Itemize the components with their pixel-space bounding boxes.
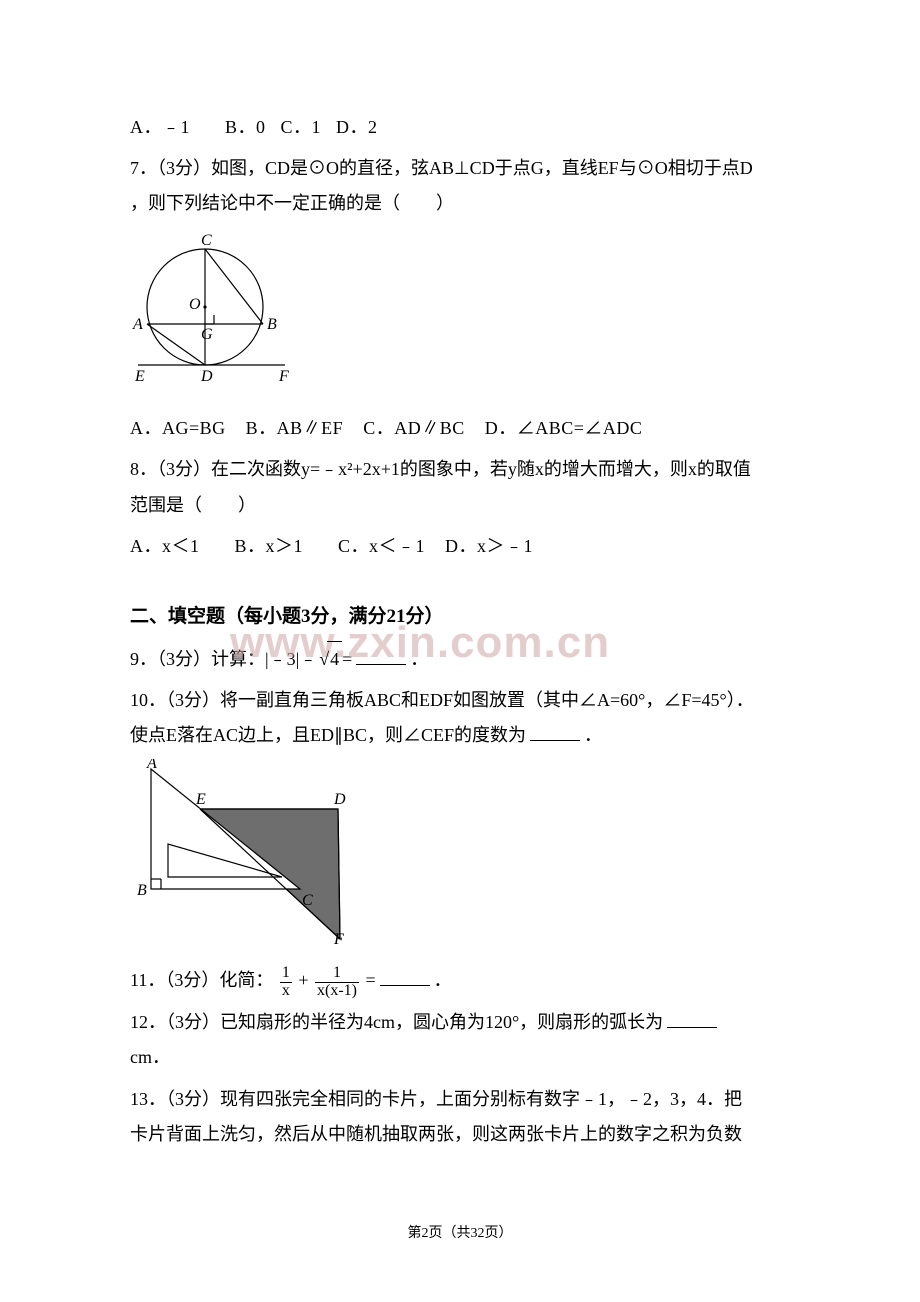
q6-optD: D．2: [336, 117, 378, 137]
q11-f1den: x: [280, 983, 292, 1000]
q7-optC: C．AD∥BC: [363, 418, 465, 438]
svg-text:C: C: [201, 232, 212, 249]
blank: [356, 645, 406, 665]
q8-optD: D．x＞﹣1: [445, 536, 533, 556]
svg-text:F: F: [333, 931, 344, 948]
q8-stem-l1: 8．（3分）在二次函数y=﹣x²+2x+1的图象中，若y随x的增大而增大，则x的…: [130, 452, 805, 487]
q7-stem-l1: 7．（3分）如图，CD是⊙O的直径，弦AB⊥CD于点G，直线EF与⊙O相切于点D: [130, 151, 805, 186]
q11-f2num: 1: [315, 965, 359, 983]
q8-optB: B．x＞1: [235, 536, 304, 556]
svg-text:G: G: [201, 326, 213, 343]
svg-text:E: E: [134, 368, 145, 385]
svg-text:A: A: [146, 759, 157, 772]
section2-title: 二、填空题（每小题3分，满分21分）: [130, 598, 805, 635]
q7-optB: B．AB∥EF: [246, 418, 344, 438]
q12-l1: 12．（3分）已知扇形的半径为4cm，圆心角为120°，则扇形的弧长为: [130, 1012, 663, 1032]
q13: 13．（3分）现有四张完全相同的卡片，上面分别标有数字﹣1，﹣2，3，4．把 卡…: [130, 1082, 805, 1152]
blank: [530, 721, 580, 741]
q12-l2: cm．: [130, 1040, 805, 1075]
q7-optA: A．AG=BG: [130, 418, 226, 438]
svg-text:F: F: [278, 368, 289, 385]
q10-suffix: ．: [584, 725, 602, 745]
q7-stem: 7．（3分）如图，CD是⊙O的直径，弦AB⊥CD于点G，直线EF与⊙O相切于点D…: [130, 151, 805, 221]
q8-stem: 8．（3分）在二次函数y=﹣x²+2x+1的图象中，若y随x的增大而增大，则x的…: [130, 452, 805, 522]
svg-text:D: D: [333, 791, 346, 808]
q9-prefix: 9．（3分）计算：|﹣3|﹣: [130, 649, 317, 669]
fraction: 1x(x-1): [315, 965, 359, 1000]
q7-options: A．AG=BG B．AB∥EF C．AD∥BC D．∠ABC=∠ADC: [130, 411, 805, 446]
q10-stem: 10．（3分）将一副直角三角板ABC和EDF如图放置（其中∠A=60°，∠F=4…: [130, 683, 805, 753]
q10-stem-l2: 使点E落在AC边上，且ED∥BC，则∠CEF的度数为: [130, 725, 526, 745]
q8-optA: A．x＜1: [130, 536, 200, 556]
svg-text:E: E: [195, 791, 206, 808]
q6-optA: A．﹣1: [130, 117, 190, 137]
fraction: 1x: [280, 965, 292, 1000]
q9-rad: 4: [327, 641, 342, 677]
q8-stem-l2: 范围是（ ）: [130, 488, 805, 523]
q12: 12．（3分）已知扇形的半径为4cm，圆心角为120°，则扇形的弧长为 cm．: [130, 1005, 805, 1075]
q10-figure: A B C E D F: [130, 759, 805, 961]
sqrt-icon: √4: [317, 641, 342, 677]
q11-f1num: 1: [280, 965, 292, 983]
blank: [380, 966, 430, 986]
q11-f2den: x(x-1): [315, 983, 359, 1000]
q11: 11．（3分）化简： 1x + 1x(x-1) =．: [130, 963, 805, 999]
q7-figure: C O A B G D E F: [130, 227, 805, 409]
q13-l2: 卡片背面上洗匀，然后从中随机抽取两张，则这两张卡片上的数字之积为负数: [130, 1117, 805, 1152]
q6-optC: C．1: [281, 117, 322, 137]
q8-optC: C．x＜﹣1: [338, 536, 425, 556]
q6-options: A．﹣1 B．0 C．1 D．2: [130, 110, 805, 145]
svg-text:D: D: [200, 368, 213, 385]
q9: 9．（3分）计算：|﹣3|﹣√4=．: [130, 641, 805, 677]
q8-options: A．x＜1 B．x＞1 C．x＜﹣1 D．x＞﹣1: [130, 529, 805, 564]
svg-text:B: B: [137, 882, 147, 899]
page-footer: 第2页（共32页）: [0, 1220, 920, 1247]
q7-optD: D．∠ABC=∠ADC: [485, 418, 643, 438]
q13-l1: 13．（3分）现有四张完全相同的卡片，上面分别标有数字﹣1，﹣2，3，4．把: [130, 1082, 805, 1117]
q6-optB: B．0: [225, 117, 266, 137]
blank: [667, 1009, 717, 1029]
q11-suffix: ．: [434, 970, 452, 990]
q10-stem-l1: 10．（3分）将一副直角三角板ABC和EDF如图放置（其中∠A=60°，∠F=4…: [130, 683, 805, 718]
svg-text:O: O: [189, 296, 201, 313]
svg-text:C: C: [302, 892, 313, 909]
q9-suffix: =: [342, 649, 352, 669]
q11-plus: +: [298, 970, 308, 990]
svg-text:B: B: [267, 316, 277, 333]
q11-prefix: 11．（3分）化简：: [130, 970, 273, 990]
q11-eq: =: [365, 970, 375, 990]
svg-text:A: A: [132, 316, 143, 333]
q7-stem-l2: ，则下列结论中不一定正确的是（ ）: [130, 186, 805, 221]
